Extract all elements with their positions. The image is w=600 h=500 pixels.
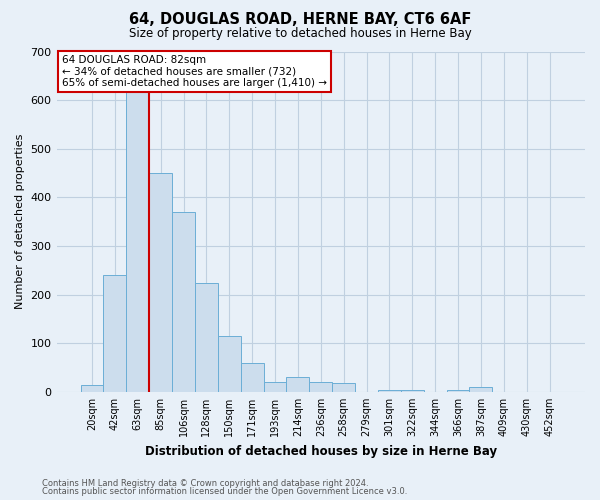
Bar	[127, 66, 149, 392]
Bar	[378, 390, 401, 392]
Text: Contains HM Land Registry data © Crown copyright and database right 2024.: Contains HM Land Registry data © Crown c…	[42, 478, 368, 488]
Bar	[310, 382, 332, 392]
Bar	[195, 282, 218, 392]
Bar	[218, 336, 241, 392]
Bar	[263, 382, 286, 392]
Bar	[446, 390, 469, 392]
Bar	[401, 390, 424, 392]
Text: Contains public sector information licensed under the Open Government Licence v3: Contains public sector information licen…	[42, 487, 407, 496]
Text: Size of property relative to detached houses in Herne Bay: Size of property relative to detached ho…	[128, 28, 472, 40]
X-axis label: Distribution of detached houses by size in Herne Bay: Distribution of detached houses by size …	[145, 444, 497, 458]
Text: 64 DOUGLAS ROAD: 82sqm
← 34% of detached houses are smaller (732)
65% of semi-de: 64 DOUGLAS ROAD: 82sqm ← 34% of detached…	[62, 55, 327, 88]
Bar	[332, 383, 355, 392]
Bar	[241, 363, 263, 392]
Text: 64, DOUGLAS ROAD, HERNE BAY, CT6 6AF: 64, DOUGLAS ROAD, HERNE BAY, CT6 6AF	[129, 12, 471, 28]
Bar	[149, 173, 172, 392]
Bar	[286, 378, 310, 392]
Bar	[80, 384, 103, 392]
Bar	[172, 212, 195, 392]
Bar	[103, 275, 127, 392]
Y-axis label: Number of detached properties: Number of detached properties	[15, 134, 25, 310]
Bar	[469, 387, 493, 392]
